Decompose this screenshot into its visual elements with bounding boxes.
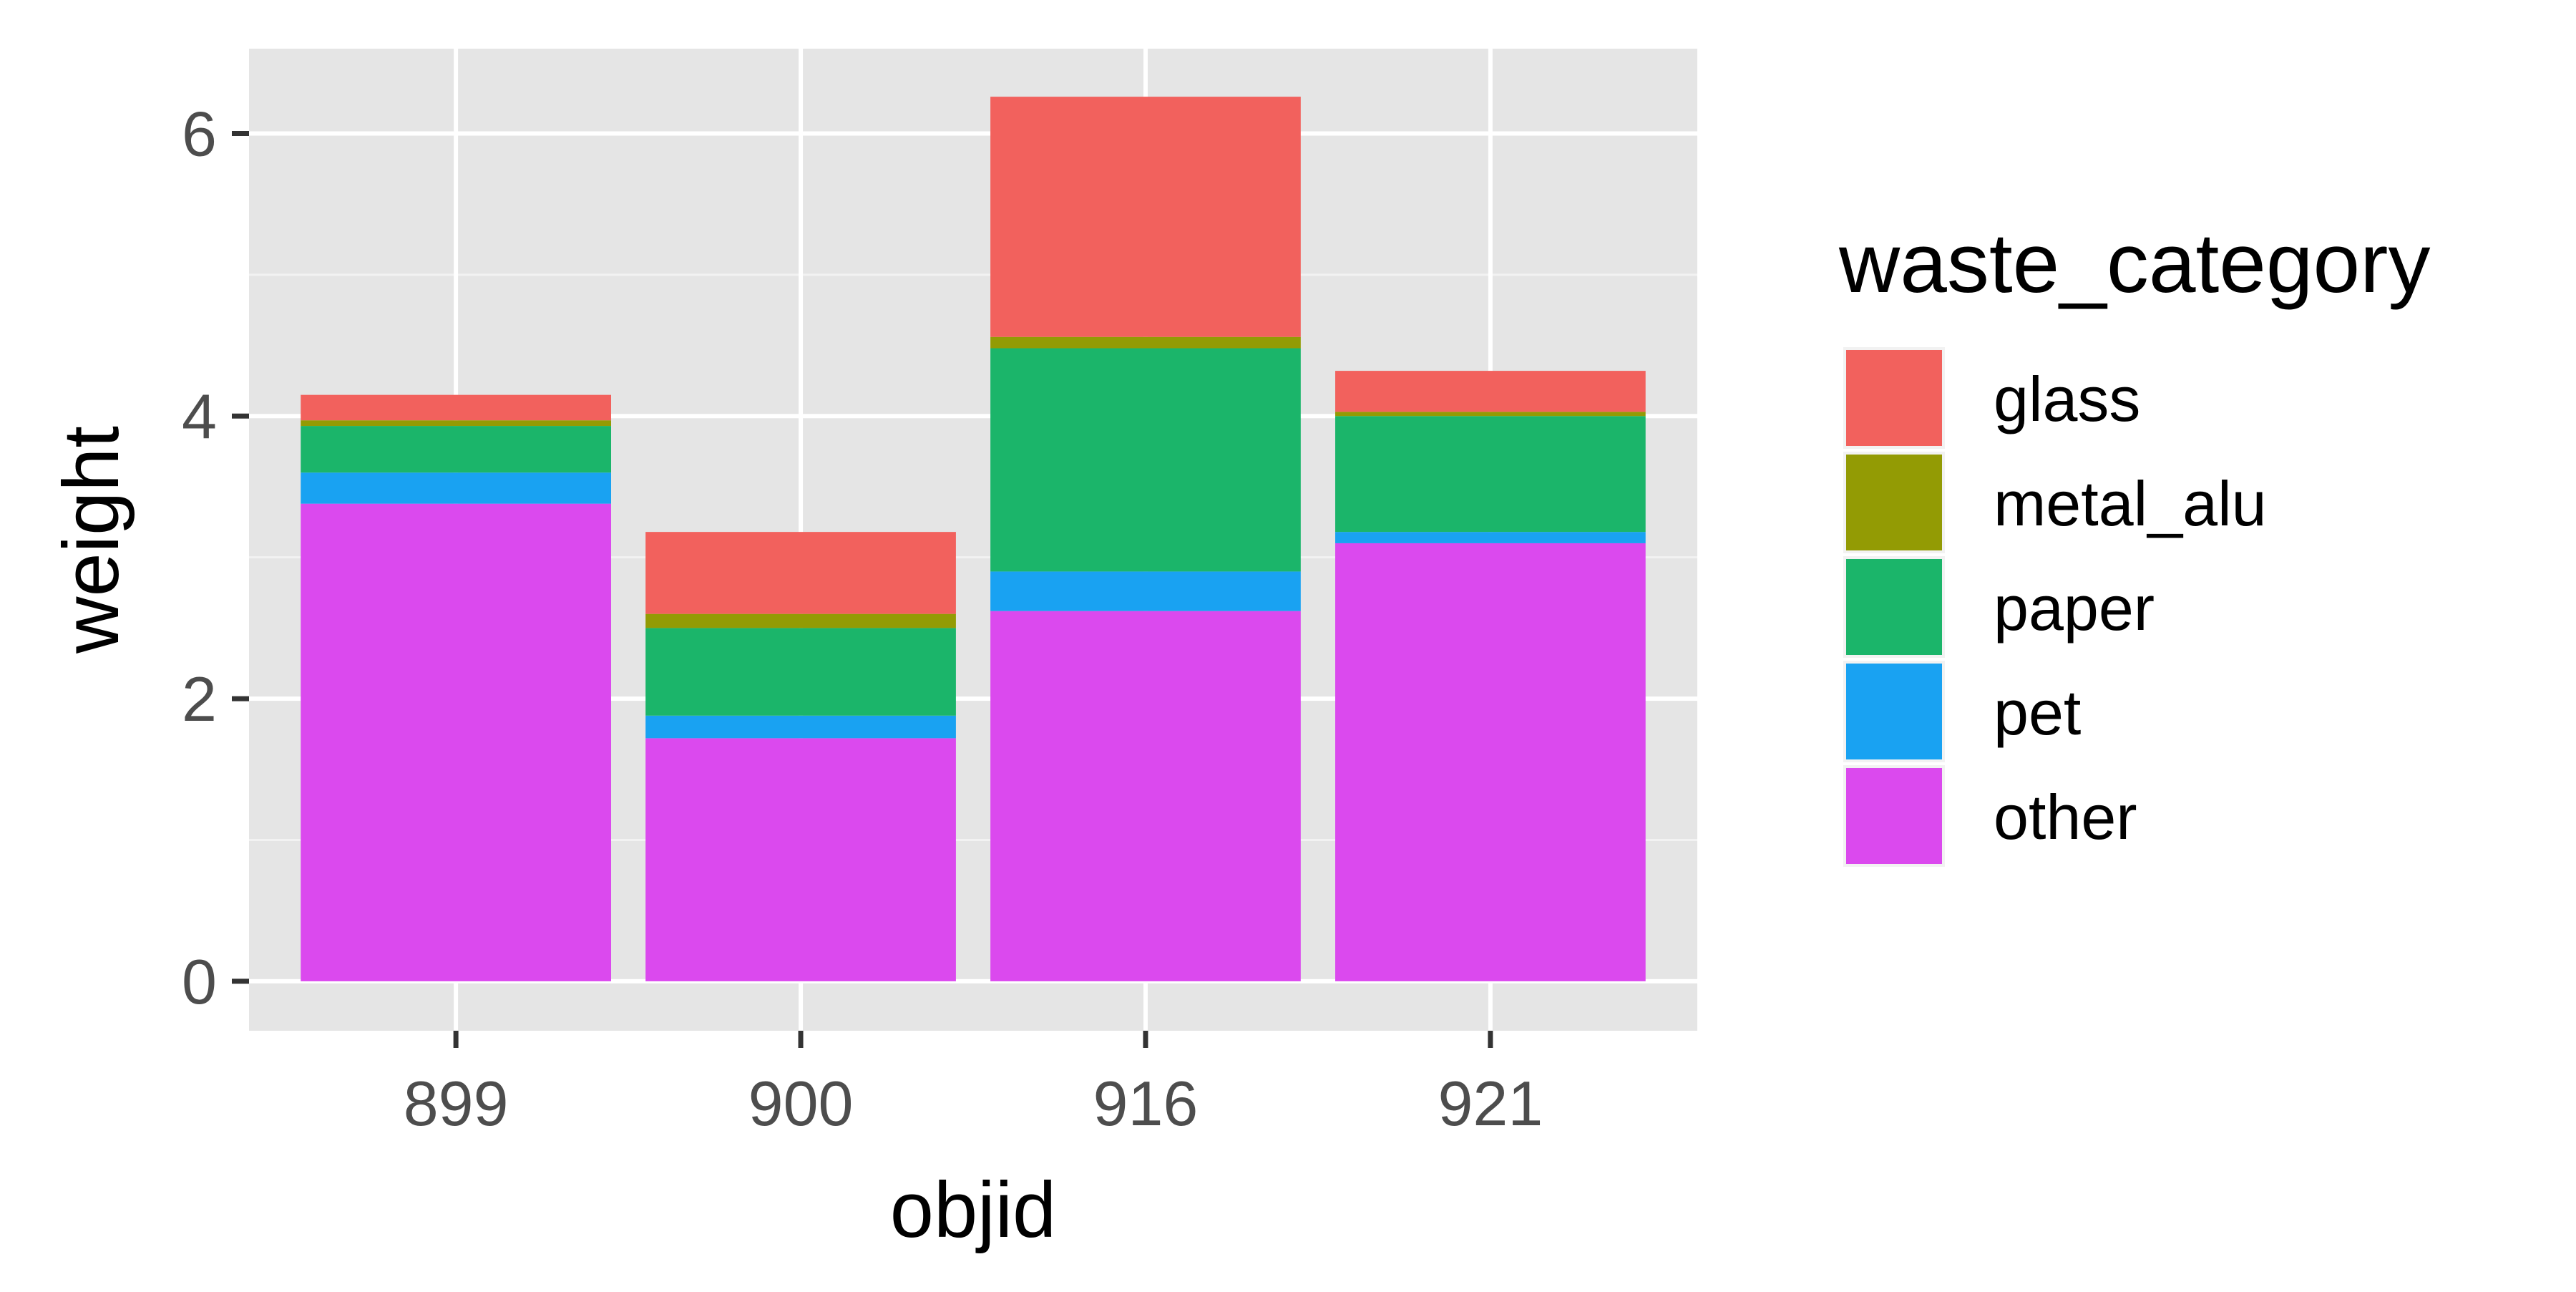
legend-key-other [1843,765,1945,867]
legend-key-pet [1843,661,1945,762]
legend-label: metal_alu [1994,468,2267,539]
y-tick-label: 6 [182,98,217,169]
x-tick-label: 900 [748,1068,854,1139]
legend-label: other [1994,782,2137,853]
y-tick-label: 2 [182,664,217,734]
bars-group [301,97,1646,981]
bar-segment-pet [1335,532,1646,543]
y-axis: 0 2 4 6 [182,98,249,1017]
legend-key-metal_alu [1843,452,1945,553]
bar-segment-other [645,738,956,981]
legend-label: glass [1994,364,2140,434]
y-tick-label: 0 [182,946,217,1017]
bar-segment-paper [1335,416,1646,533]
bar-segment-pet [990,571,1301,611]
x-axis-title: objid [890,1166,1056,1254]
bar-segment-paper [645,628,956,716]
x-tick-label: 921 [1438,1068,1543,1139]
bar-segment-paper [990,348,1301,572]
legend-key-glass [1843,347,1945,449]
x-tick-label: 916 [1093,1068,1199,1139]
bar-segment-metal_alu [301,420,611,427]
x-axis: 899 900 916 921 [404,1031,1543,1139]
bar-segment-glass [645,532,956,614]
bar-segment-glass [301,394,611,421]
bar-segment-glass [1335,371,1646,412]
bar-segment-metal_alu [990,336,1301,349]
bar-segment-paper [301,426,611,473]
bar-segment-other [990,611,1301,981]
y-axis-title: weight [47,426,135,654]
legend-label: paper [1994,573,2155,643]
x-tick-label: 899 [404,1068,509,1139]
bar-segment-glass [990,97,1301,337]
bar-segment-pet [645,715,956,739]
legend-key-paper [1843,556,1945,658]
bar-segment-other [301,503,611,981]
y-tick-label: 4 [182,381,217,452]
bar-segment-pet [301,472,611,504]
bar-segment-metal_alu [645,613,956,628]
bar-segment-other [1335,543,1646,981]
legend-title: waste_category [1838,216,2430,311]
legend-label: pet [1994,677,2081,748]
bar-segment-metal_alu [1335,412,1646,417]
